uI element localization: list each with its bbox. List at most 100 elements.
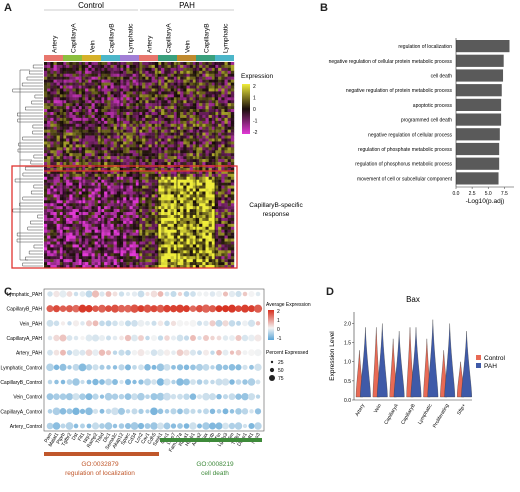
- heatmap-cell: [145, 235, 149, 239]
- heatmap-cell: [205, 67, 209, 72]
- dotplot-dot: [144, 364, 151, 371]
- dotplot-dot: [92, 305, 99, 312]
- heatmap-cell: [173, 106, 178, 110]
- heatmap-cell: [123, 106, 127, 110]
- heatmap-cell: [107, 64, 111, 69]
- heatmap-cell: [85, 129, 89, 133]
- heatmap-cell: [91, 185, 95, 189]
- heatmap-cell: [189, 120, 194, 124]
- heatmap-cell: [211, 76, 216, 80]
- heatmap-cell: [180, 250, 184, 254]
- heatmap-cell: [215, 265, 219, 269]
- heatmap-cell: [56, 64, 61, 69]
- heatmap-cell: [139, 209, 143, 213]
- heatmap-cell: [151, 76, 156, 80]
- heatmap-cell: [161, 200, 165, 204]
- heatmap-cell: [126, 88, 130, 92]
- heatmap-cell: [196, 109, 200, 113]
- heatmap-cell: [189, 106, 194, 110]
- column-color-segment: [158, 55, 177, 61]
- heatmap-cell: [164, 100, 168, 104]
- heatmap-cell: [151, 259, 156, 263]
- heatmap-cell: [192, 109, 197, 113]
- heatmap-cell: [196, 123, 200, 127]
- heatmap-cell: [66, 103, 70, 107]
- heatmap-cell: [189, 185, 194, 189]
- dotplot-gene-label: Sparc: [120, 432, 132, 447]
- heatmap-cell: [123, 173, 127, 177]
- heatmap-cell: [59, 179, 64, 183]
- heatmap-cell: [170, 103, 175, 107]
- heatmap-cell: [120, 262, 124, 266]
- heatmap-cell: [50, 112, 54, 116]
- dotplot-dot: [254, 422, 262, 430]
- heatmap-cell: [94, 64, 99, 69]
- dotplot-dot: [79, 349, 86, 356]
- heatmap-cell: [151, 215, 156, 219]
- heatmap-cell: [167, 85, 171, 89]
- heatmap-cell: [167, 79, 171, 83]
- dotplot-dot: [98, 304, 106, 313]
- heatmap-cell: [85, 138, 89, 142]
- heatmap-cell: [104, 94, 108, 98]
- heatmap-cell: [148, 247, 152, 251]
- heatmap-cell: [82, 235, 86, 239]
- heatmap-cell: [69, 109, 73, 113]
- heatmap-cell: [82, 138, 86, 142]
- heatmap-cell: [69, 85, 73, 89]
- heatmap-cell: [208, 170, 213, 175]
- heatmap-cell: [113, 220, 118, 225]
- column-label: Artery: [147, 35, 154, 53]
- dotplot-dot: [248, 349, 255, 357]
- heatmap-cell: [215, 67, 219, 72]
- heatmap-cell: [192, 103, 197, 107]
- heatmap-cell: [167, 144, 171, 148]
- heatmap-cell: [72, 94, 76, 98]
- dotplot-dot: [65, 422, 74, 430]
- heatmap-cell: [154, 147, 159, 151]
- heatmap-cell: [158, 262, 162, 266]
- heatmap-cell: [230, 215, 235, 219]
- heatmap-cell: [94, 179, 99, 183]
- heatmap-cell: [66, 241, 70, 245]
- heatmap-cell: [170, 212, 175, 216]
- heatmap-cell: [88, 64, 92, 69]
- heatmap-cell: [154, 82, 159, 86]
- heatmap-cell: [230, 153, 235, 157]
- heatmap-cell: [218, 191, 222, 195]
- heatmap-cell: [82, 144, 86, 148]
- heatmap-cell: [224, 106, 228, 110]
- heatmap-cell: [151, 229, 156, 233]
- heatmap-cell: [224, 191, 228, 195]
- heatmap-cell: [208, 215, 213, 219]
- heatmap-cell: [139, 170, 143, 175]
- heatmap-cell: [88, 229, 92, 233]
- heatmap-cell: [139, 173, 143, 177]
- heatmap-cell: [66, 135, 70, 139]
- heatmap-cell: [56, 97, 61, 101]
- heatmap-cell: [120, 73, 124, 77]
- panel-b-letter: B: [320, 2, 328, 14]
- heatmap-cell: [101, 112, 105, 116]
- heatmap-cell: [135, 247, 140, 251]
- heatmap-cell: [161, 185, 165, 189]
- heatmap-cell: [44, 259, 48, 263]
- heatmap-cell: [180, 238, 184, 242]
- heatmap-cell: [132, 238, 137, 242]
- heatmap-cell: [186, 103, 190, 107]
- heatmap-cell: [129, 217, 133, 222]
- heatmap-cell: [218, 244, 222, 248]
- heatmap-cell: [101, 162, 105, 166]
- heatmap-cell: [50, 185, 54, 189]
- heatmap-cell: [142, 117, 146, 122]
- heatmap-cell: [215, 179, 219, 183]
- heatmap-cell: [107, 241, 111, 245]
- heatmap-cell: [72, 112, 76, 116]
- heatmap-cell: [177, 141, 181, 145]
- heatmap-cell: [199, 256, 203, 260]
- go-bar: [456, 142, 500, 156]
- heatmap-cell: [202, 67, 206, 72]
- heatmap-cell: [107, 153, 111, 157]
- heatmap-cell: [170, 100, 175, 104]
- heatmap-cell: [69, 191, 73, 195]
